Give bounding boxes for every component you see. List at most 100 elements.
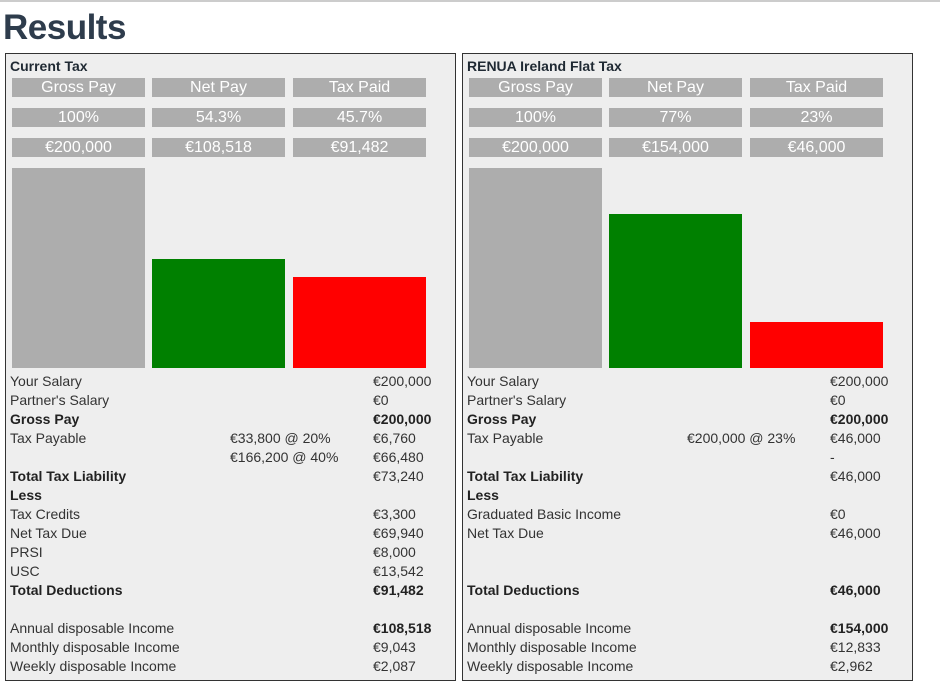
gross-pay-header-box: Gross Pay bbox=[12, 78, 145, 97]
gross-pay-header-box: Gross Pay bbox=[469, 78, 602, 97]
net-pay-amount-box: €108,518 bbox=[152, 138, 285, 157]
summary-row: Total Deductions €46,000 bbox=[467, 581, 899, 600]
summary-row bbox=[467, 562, 899, 581]
gross-pay-percent-box: 100% bbox=[12, 108, 145, 127]
row-label: Monthly disposable Income bbox=[467, 639, 637, 655]
row-value: - bbox=[830, 449, 835, 465]
row-label: Tax Payable bbox=[467, 430, 544, 446]
row-value: €12,833 bbox=[830, 639, 881, 655]
net-pay-bar bbox=[152, 259, 285, 368]
summary-row: Less bbox=[10, 486, 442, 505]
net-pay-header-box: Net Pay bbox=[609, 78, 742, 97]
row-label: Less bbox=[10, 487, 42, 503]
row-value: €73,240 bbox=[373, 468, 424, 484]
summary-row: €166,200 @ 40% €66,480 bbox=[10, 448, 442, 467]
row-value: €91,482 bbox=[373, 582, 424, 598]
row-label: Total Tax Liability bbox=[10, 468, 127, 484]
row-value: €2,962 bbox=[830, 658, 873, 674]
bar-chart bbox=[469, 168, 889, 368]
top-divider bbox=[0, 0, 940, 2]
tax-paid-header-box: Tax Paid bbox=[750, 78, 883, 97]
summary-row: Annual disposable Income €108,518 bbox=[10, 619, 442, 638]
tax-paid-percent-box: 23% bbox=[750, 108, 883, 127]
row-label: Annual disposable Income bbox=[467, 620, 632, 636]
net-pay-amount-box: €154,000 bbox=[609, 138, 742, 157]
row-value: €108,518 bbox=[373, 620, 432, 636]
summary-row: Total Tax Liability €46,000 bbox=[467, 467, 899, 486]
row-label: Gross Pay bbox=[467, 411, 537, 427]
row-label: Gross Pay bbox=[10, 411, 80, 427]
summary-row bbox=[10, 600, 442, 619]
row-detail: €200,000 @ 23% bbox=[687, 430, 796, 446]
summary-row: Gross Pay €200,000 bbox=[10, 410, 442, 429]
row-label: Less bbox=[467, 487, 499, 503]
summary-row: Tax Payable €33,800 @ 20% €6,760 bbox=[10, 429, 442, 448]
row-value: €200,000 bbox=[830, 373, 889, 389]
row-label: Annual disposable Income bbox=[10, 620, 175, 636]
row-value: €3,300 bbox=[373, 506, 416, 522]
summary-row: Net Tax Due €46,000 bbox=[467, 524, 899, 543]
summary-row: Net Tax Due €69,940 bbox=[10, 524, 442, 543]
row-value: €6,760 bbox=[373, 430, 416, 446]
summary-row: Your Salary €200,000 bbox=[467, 372, 899, 391]
row-value: €200,000 bbox=[373, 373, 432, 389]
row-label: Your Salary bbox=[10, 373, 82, 389]
row-value: €0 bbox=[830, 392, 846, 408]
summary-row: Weekly disposable Income €2,087 bbox=[10, 657, 442, 676]
row-label: Total Deductions bbox=[10, 582, 123, 598]
gross-pay-bar bbox=[469, 168, 602, 368]
row-value: €0 bbox=[373, 392, 389, 408]
row-label: PRSI bbox=[10, 544, 43, 560]
tax-paid-amount-box: €91,482 bbox=[293, 138, 426, 157]
bar-chart bbox=[12, 168, 432, 368]
summary-row: Monthly disposable Income €9,043 bbox=[10, 638, 442, 657]
summary-row bbox=[467, 543, 899, 562]
row-label: Your Salary bbox=[467, 373, 539, 389]
summary-row: Total Deductions €91,482 bbox=[10, 581, 442, 600]
summary-row: USC €13,542 bbox=[10, 562, 442, 581]
row-value: €200,000 bbox=[373, 411, 432, 427]
panel-title: RENUA Ireland Flat Tax bbox=[467, 58, 622, 74]
row-value: €200,000 bbox=[830, 411, 889, 427]
row-value: €46,000 bbox=[830, 525, 881, 541]
row-value: €8,000 bbox=[373, 544, 416, 560]
gross-pay-percent-box: 100% bbox=[469, 108, 602, 127]
page-title: Results bbox=[3, 8, 126, 47]
net-pay-percent-box: 54.3% bbox=[152, 108, 285, 127]
row-label: Weekly disposable Income bbox=[467, 658, 634, 674]
row-label: Weekly disposable Income bbox=[10, 658, 177, 674]
summary-row: Total Tax Liability €73,240 bbox=[10, 467, 442, 486]
renua-flat-tax-panel: RENUA Ireland Flat Tax Gross Pay Net Pay Ta… bbox=[462, 53, 913, 681]
summary-row: Monthly disposable Income €12,833 bbox=[467, 638, 899, 657]
gross-pay-amount-box: €200,000 bbox=[469, 138, 602, 157]
row-value: €69,940 bbox=[373, 525, 424, 541]
gross-pay-amount-box: €200,000 bbox=[12, 138, 145, 157]
summary-row bbox=[467, 600, 899, 619]
row-value: €46,000 bbox=[830, 468, 881, 484]
row-value: €46,000 bbox=[830, 582, 881, 598]
tax-paid-amount-box: €46,000 bbox=[750, 138, 883, 157]
row-detail: €166,200 @ 40% bbox=[230, 449, 339, 465]
row-value: €2,087 bbox=[373, 658, 416, 674]
tax-paid-percent-box: 45.7% bbox=[293, 108, 426, 127]
row-label: Net Tax Due bbox=[467, 525, 544, 541]
net-pay-bar bbox=[609, 214, 742, 368]
row-label: Graduated Basic Income bbox=[467, 506, 622, 522]
summary-row: Annual disposable Income €154,000 bbox=[467, 619, 899, 638]
summary-row: Graduated Basic Income €0 bbox=[467, 505, 899, 524]
row-value: €9,043 bbox=[373, 639, 416, 655]
summary-row: Partner's Salary €0 bbox=[10, 391, 442, 410]
tax-paid-bar bbox=[750, 322, 883, 368]
summary-row: - bbox=[467, 448, 899, 467]
row-value: €13,542 bbox=[373, 563, 424, 579]
summary-row: Tax Credits €3,300 bbox=[10, 505, 442, 524]
row-label: Partner's Salary bbox=[10, 392, 110, 408]
row-label: Monthly disposable Income bbox=[10, 639, 180, 655]
row-label: Total Deductions bbox=[467, 582, 580, 598]
summary-row: Weekly disposable Income €2,962 bbox=[467, 657, 899, 676]
row-label: USC bbox=[10, 563, 40, 579]
net-pay-header-box: Net Pay bbox=[152, 78, 285, 97]
row-label: Tax Payable bbox=[10, 430, 87, 446]
row-label: Net Tax Due bbox=[10, 525, 87, 541]
tax-paid-bar bbox=[293, 277, 426, 368]
